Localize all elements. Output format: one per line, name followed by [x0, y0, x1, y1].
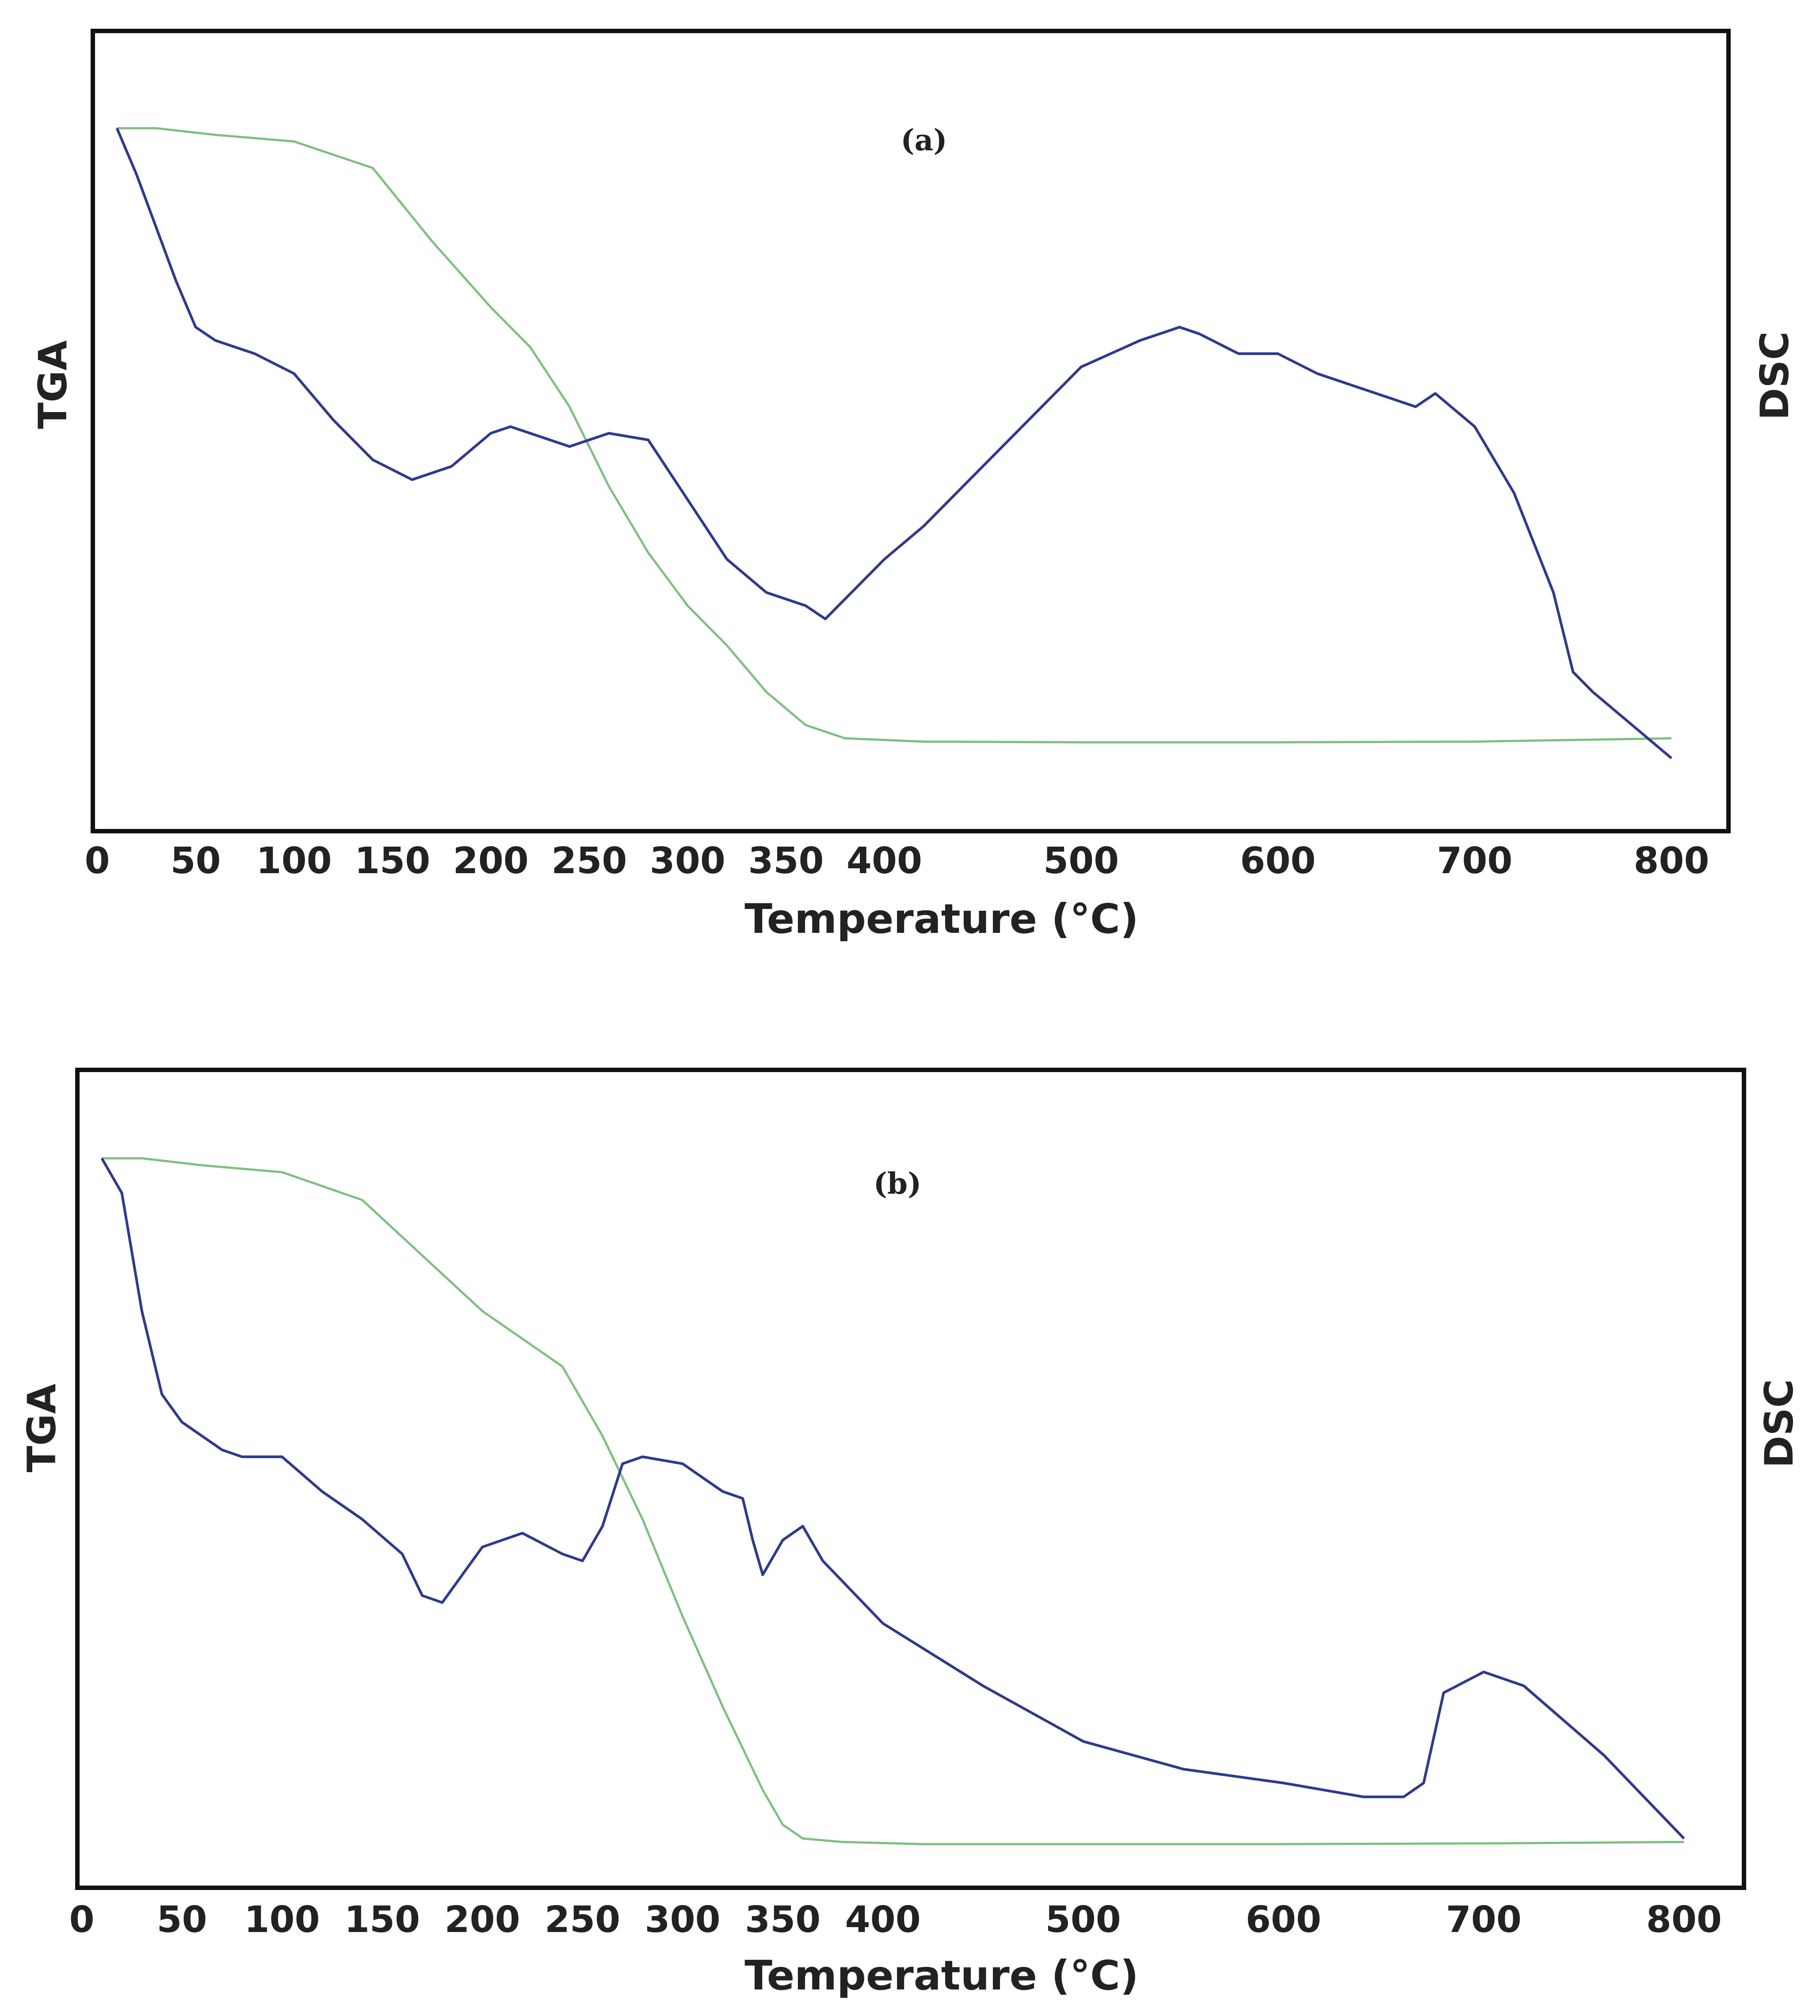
dsc-curve-a	[115, 127, 1672, 760]
y-axis-label-right-a: DSC	[1752, 331, 1797, 420]
x-tick-label: 0	[69, 1899, 94, 1941]
x-axis-label-a: Temperature (°C)	[744, 895, 1138, 943]
x-tick-label: 100	[244, 1899, 320, 1941]
x-tick-label: 500	[1043, 840, 1119, 882]
x-tick-label: 250	[545, 1899, 620, 1941]
x-tick-label: 700	[1446, 1899, 1522, 1941]
panel-label-b: (b)	[874, 1166, 922, 1201]
plot-frame-b	[75, 1068, 1746, 1890]
y-axis-label-right-b: DSC	[1756, 1379, 1802, 1468]
panel-label-a: (a)	[900, 123, 947, 157]
x-tick-label: 600	[1246, 1899, 1321, 1941]
x-tick-labels-a: 0 50 100 150 200 250 300 350 400 500 600 700 800	[84, 840, 1709, 882]
x-tick-label: 800	[1646, 1899, 1722, 1941]
x-tick-label: 700	[1437, 840, 1512, 882]
x-tick-label: 400	[847, 840, 922, 882]
plot-frame-a	[91, 29, 1731, 833]
x-tick-label: 100	[256, 840, 332, 882]
x-tick-label: 300	[650, 840, 725, 882]
dsc-curve-b	[100, 1157, 1685, 1840]
x-tick-label: 150	[355, 840, 430, 882]
x-tick-label: 250	[551, 840, 627, 882]
x-tick-label: 50	[156, 1899, 207, 1941]
x-tick-label: 600	[1240, 840, 1316, 882]
x-tick-label: 0	[84, 840, 110, 882]
panel-b: (b) TGA DSC Temperature (°C) 0 50 100 150 20…	[19, 1068, 1802, 1999]
x-tick-label: 300	[645, 1899, 721, 1941]
x-tick-label: 500	[1045, 1899, 1121, 1941]
y-axis-label-left-a: TGA	[30, 340, 76, 429]
x-tick-label: 800	[1633, 840, 1709, 882]
x-axis-label-b: Temperature (°C)	[744, 1952, 1138, 1999]
tga-curve-a	[117, 127, 1672, 744]
x-tick-labels-b: 0 50 100 150 200 250 300 350 400 500 600 700 800	[69, 1899, 1722, 1941]
x-tick-label: 350	[745, 1899, 820, 1941]
x-tick-label: 200	[445, 1899, 520, 1941]
x-tick-label: 400	[845, 1899, 921, 1941]
x-tick-label: 150	[344, 1899, 420, 1941]
x-tick-label: 50	[170, 840, 221, 882]
x-tick-label: 200	[453, 840, 529, 882]
panel-a: (a) TGA DSC Temperature (°C) 0 50 100 150 20…	[30, 29, 1797, 943]
tga-curve-b	[102, 1157, 1684, 1845]
y-axis-label-left-b: TGA	[19, 1384, 65, 1472]
x-tick-label: 350	[748, 840, 824, 882]
